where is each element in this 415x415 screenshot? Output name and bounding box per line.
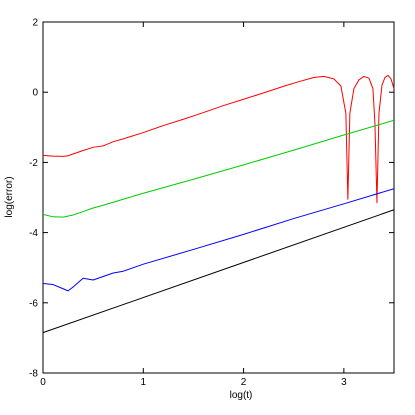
series-line-2 <box>42 119 395 218</box>
series-line-4 <box>42 209 395 334</box>
x-tick-label: 3 <box>341 377 347 388</box>
series-line-3 <box>42 188 395 292</box>
y-tick-label: 0 <box>32 88 38 99</box>
plot-frame <box>42 21 395 374</box>
y-axis-label: log(error) <box>4 176 15 217</box>
series-layer <box>42 74 395 334</box>
y-tick-label: -4 <box>29 228 38 239</box>
y-tick-label: -2 <box>29 158 38 169</box>
y-tick-label: -6 <box>29 298 38 309</box>
plot-area <box>42 21 395 374</box>
x-axis-label: log(t) <box>230 390 253 401</box>
y-tick-label: -8 <box>29 369 38 380</box>
x-tick-label: 1 <box>141 377 147 388</box>
y-tick-label: 2 <box>32 18 38 29</box>
series-line-1 <box>42 74 395 204</box>
x-tick-label: 2 <box>241 377 247 388</box>
tick-layer: 0 1 2 3 -8 -6 -4 -2 0 2 <box>29 18 394 388</box>
x-tick-label: 0 <box>40 377 46 388</box>
